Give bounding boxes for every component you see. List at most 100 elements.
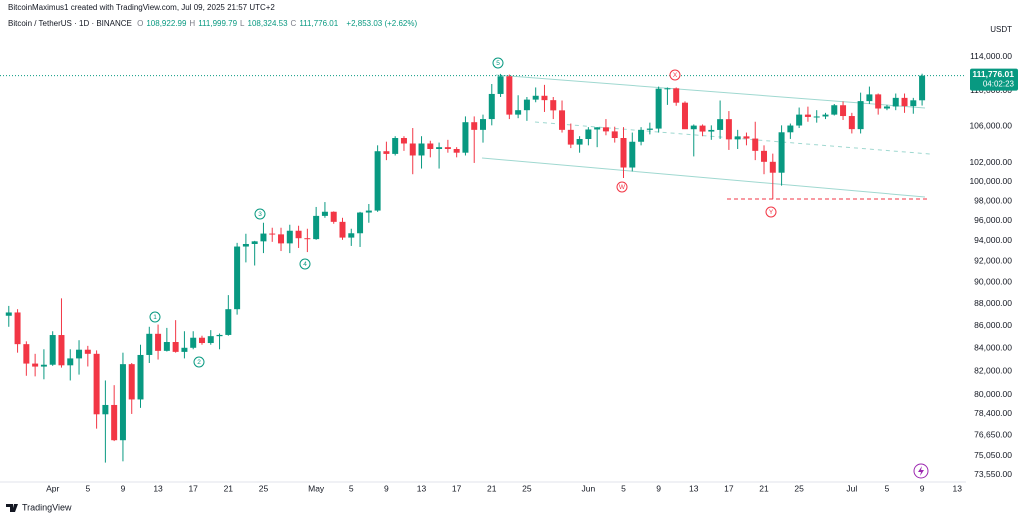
ohlc-value: 108,324.53: [247, 19, 288, 28]
x-tick-label: Apr: [46, 483, 59, 493]
candle-body: [58, 335, 65, 366]
candle-body: [752, 138, 759, 151]
x-tick-label: 9: [384, 483, 389, 493]
candle-body: [128, 364, 135, 400]
candle-body: [14, 312, 21, 345]
candle-body: [462, 122, 469, 153]
candle-body: [67, 358, 74, 366]
candle-body: [418, 143, 425, 156]
candle-body: [155, 333, 162, 351]
candle-body: [242, 243, 249, 247]
candle-body: [515, 110, 522, 115]
channel-lower: [481, 157, 926, 198]
candle-body: [567, 129, 574, 145]
y-tick-label: 106,000.00: [969, 120, 1012, 130]
x-tick-label: 21: [487, 483, 497, 493]
candle-body: [313, 215, 320, 240]
x-tick-label: 21: [759, 483, 769, 493]
price-tag: [970, 68, 1018, 91]
candle-body: [40, 364, 47, 367]
candle-body: [453, 149, 460, 153]
wave-marker: [492, 57, 504, 69]
candle-body: [269, 233, 276, 235]
candle-body: [304, 238, 311, 240]
candle-body: [681, 102, 688, 130]
x-tick-label: 17: [188, 483, 198, 493]
candle-body: [365, 210, 372, 213]
candle-body: [5, 312, 12, 316]
y-tick-label: 100,000.00: [969, 176, 1012, 186]
candle-body: [576, 139, 583, 145]
x-tick-label: 21: [224, 483, 234, 493]
y-tick-label: 90,000.00: [974, 277, 1012, 287]
symbol: Bitcoin / TetherUS · 1D · BINANCE: [8, 19, 132, 28]
x-tick-label: Jun: [582, 483, 596, 493]
wave-marker: [299, 258, 311, 270]
candle-body: [480, 119, 486, 130]
alert-icon[interactable]: [913, 463, 929, 479]
candle-body: [163, 342, 170, 351]
candle-body: [119, 364, 126, 441]
wave-marker: [765, 206, 777, 218]
candle-body: [822, 114, 829, 117]
candle-body: [831, 105, 838, 115]
x-tick-label: 13: [689, 483, 699, 493]
candle-body: [523, 99, 530, 111]
x-tick-label: 17: [452, 483, 462, 493]
candle-body: [84, 349, 91, 354]
candle-body: [383, 151, 390, 154]
wave-marker: [669, 69, 681, 81]
candle-body: [506, 76, 513, 115]
channel-mid: [534, 121, 931, 155]
candle-body: [761, 150, 768, 162]
ohlc-value: 108,922.99: [146, 19, 187, 28]
y-tick-label: 96,000.00: [974, 215, 1012, 225]
candle-body: [146, 333, 153, 355]
candle-body: [111, 404, 118, 441]
candle-body: [725, 119, 732, 140]
candle-body: [216, 334, 223, 337]
candle-body: [32, 363, 39, 367]
y-tick-label: 88,000.00: [974, 298, 1012, 308]
price-tag-value: 111,776.01: [972, 69, 1014, 79]
wave-label: 4: [303, 261, 307, 268]
candle-body: [357, 212, 364, 234]
candle-body: [550, 100, 557, 111]
y-tick-label: 73,550.00: [974, 469, 1012, 479]
candle-body: [804, 114, 811, 117]
candle-body: [471, 122, 478, 130]
y-tick-label: 94,000.00: [974, 235, 1012, 245]
candle-body: [813, 116, 820, 118]
candle-body: [743, 136, 750, 139]
y-tick-label: 76,650.00: [974, 430, 1012, 440]
candle-body: [646, 128, 653, 130]
logo-text: TradingView: [22, 502, 72, 512]
candle-body: [769, 161, 776, 173]
candle-body: [559, 110, 566, 130]
candle-body: [919, 75, 926, 101]
candle-body: [23, 344, 30, 364]
x-tick-label: 5: [349, 483, 354, 493]
candle-body: [883, 106, 890, 109]
candle-body: [541, 95, 548, 101]
y-tick-label: 84,000.00: [974, 342, 1012, 352]
candle-body: [427, 143, 434, 150]
wave-label: 2: [197, 359, 201, 366]
price-tag-countdown: 04:02:23: [983, 80, 1015, 89]
x-tick-label: 17: [724, 483, 734, 493]
channel-upper: [495, 74, 926, 109]
candle-body: [585, 129, 592, 140]
currency: USDT: [990, 25, 1012, 34]
ohlc-value: 111,776.01: [299, 19, 339, 28]
candle-body: [339, 221, 346, 238]
candle-body: [778, 132, 785, 173]
candle-body: [611, 131, 618, 139]
candle-body: [857, 101, 864, 130]
x-tick-label: 5: [621, 483, 626, 493]
candle-body: [629, 141, 636, 168]
candle-body: [673, 88, 680, 103]
wave-label: 5: [496, 60, 500, 67]
candle-body: [278, 234, 285, 244]
wave-marker: [254, 208, 266, 220]
x-tick-label: 25: [259, 483, 269, 493]
